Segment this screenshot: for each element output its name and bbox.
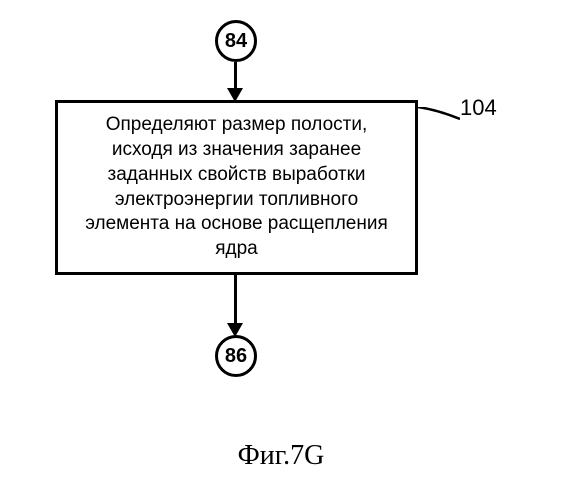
process-box: Определяют размер полости, исходя из зна… xyxy=(55,100,418,275)
ref-label-104: 104 xyxy=(460,95,497,121)
ref-leader-line xyxy=(418,107,460,121)
edge-process-end-line xyxy=(234,275,237,327)
connector-end: 86 xyxy=(215,335,257,377)
process-text: Определяют размер полости, исходя из зна… xyxy=(76,113,397,261)
connector-start-label: 84 xyxy=(225,30,247,53)
connector-start: 84 xyxy=(215,20,257,62)
connector-end-label: 86 xyxy=(225,345,247,368)
figure-caption: Фиг.7G xyxy=(0,440,562,472)
